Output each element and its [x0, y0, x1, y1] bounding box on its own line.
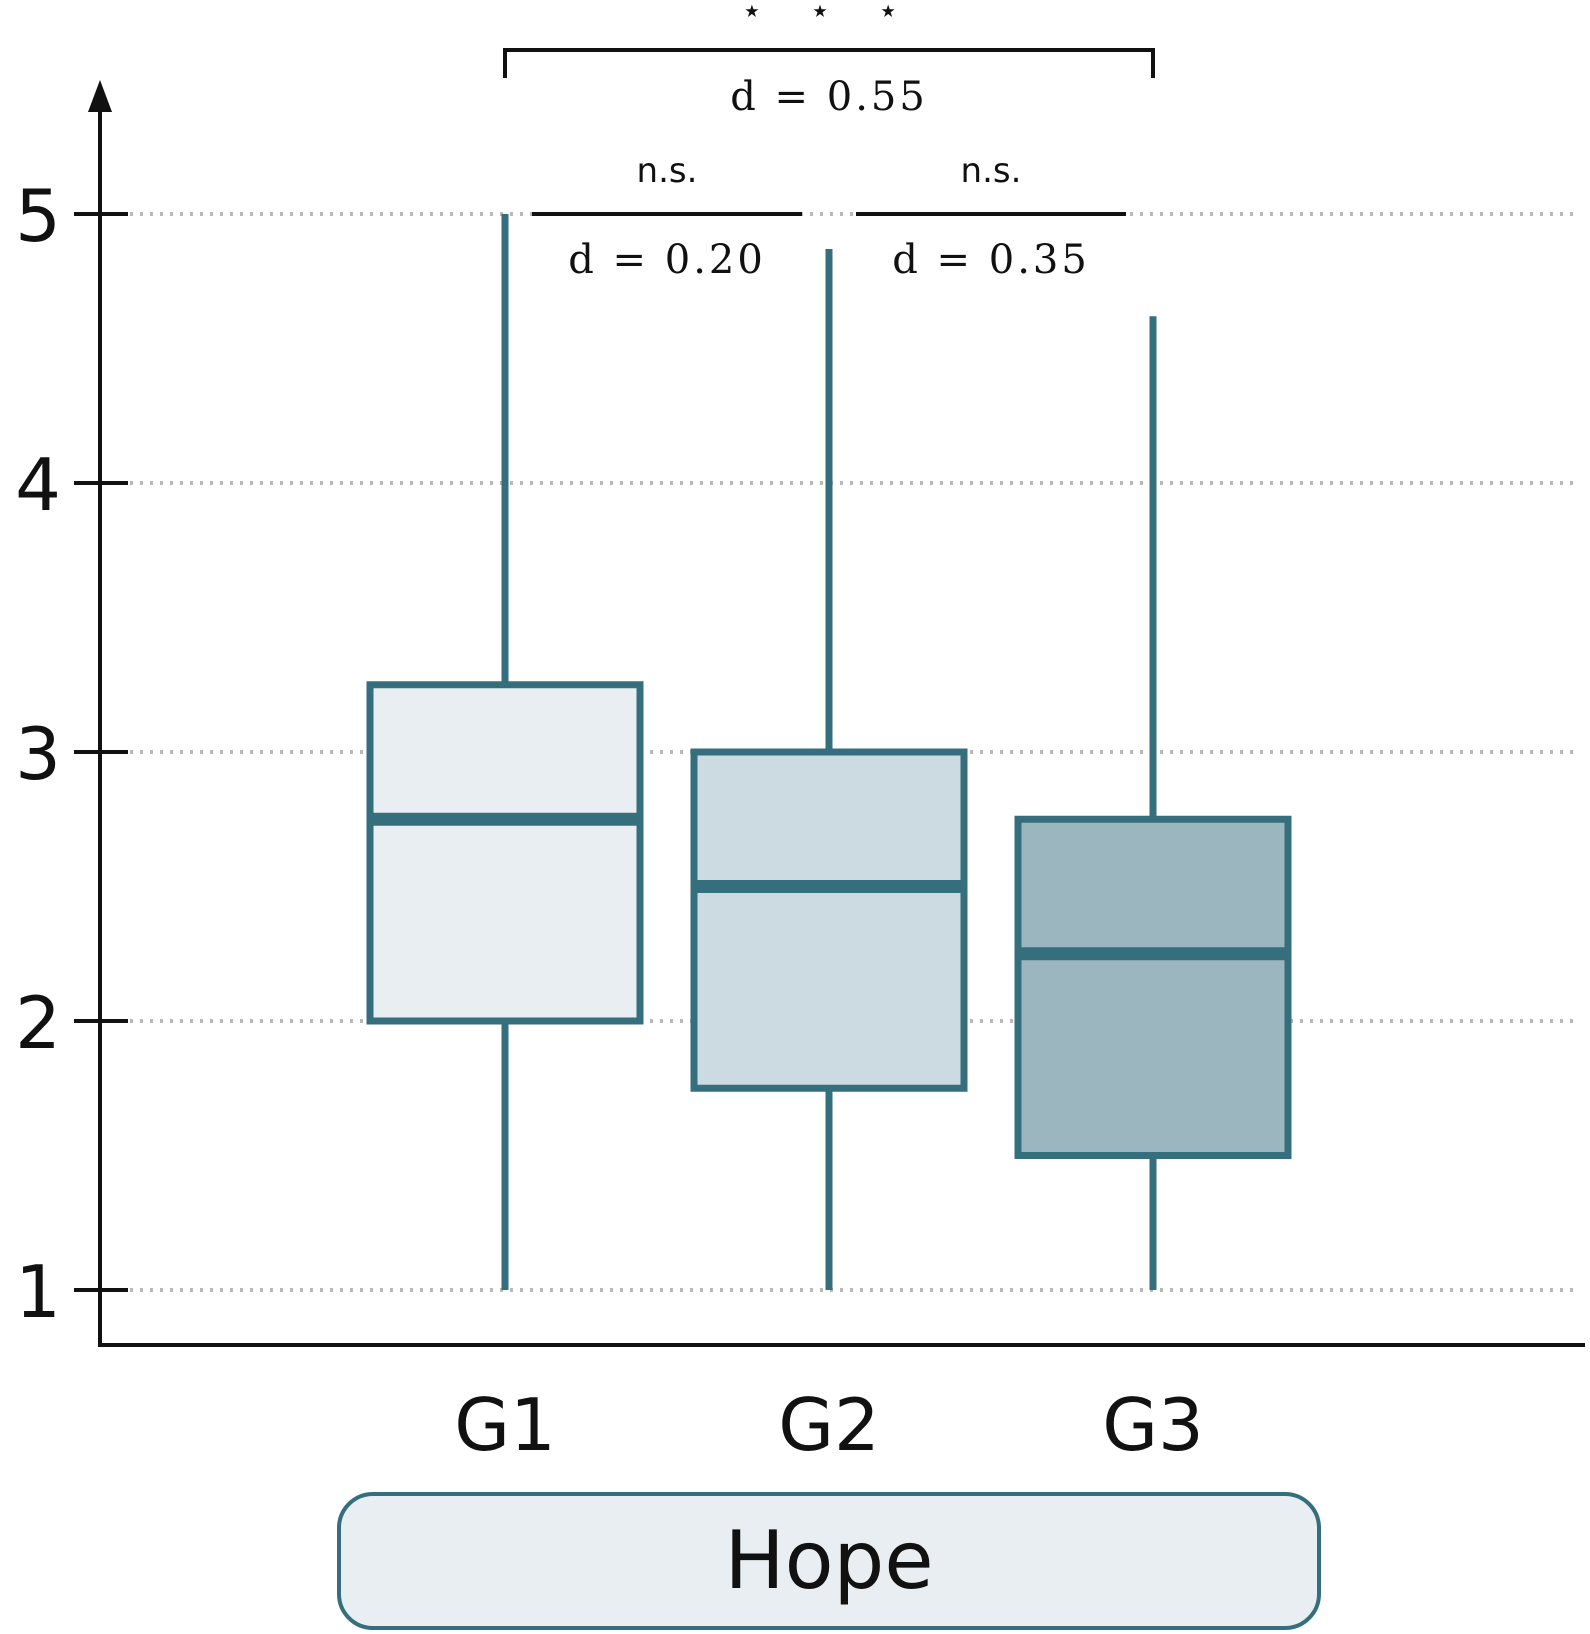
boxes	[366, 214, 1292, 1290]
box-G2	[690, 248, 968, 1290]
box-G1	[366, 214, 644, 1290]
ytick-label-3: 3	[15, 712, 61, 796]
xtick-label-G3: G3	[1102, 1383, 1204, 1467]
iqr-box-G3	[1014, 815, 1292, 1159]
significance-brackets: n.s. d = 0.20 n.s. d = 0.35 ⋆ ⋆ ⋆ d = 0.55	[503, 0, 1155, 283]
effect-size-g1-g2: d = 0.20	[568, 237, 766, 283]
box-G3	[1014, 316, 1292, 1290]
significance-g1-g2: n.s.	[637, 151, 698, 191]
significance-g1-g3: ⋆ ⋆ ⋆	[741, 0, 916, 31]
xtick-label-G2: G2	[778, 1383, 880, 1467]
ytick-label-4: 4	[15, 443, 61, 527]
iqr-box-G1	[366, 681, 644, 1025]
ytick-label-1: 1	[15, 1250, 61, 1334]
bracket-g1-g3	[503, 48, 1155, 78]
ytick-label-2: 2	[15, 981, 61, 1065]
y-axis-arrow	[88, 80, 112, 112]
x-axis-title-box	[337, 1492, 1321, 1630]
x-axis-title: Hope	[724, 1514, 933, 1607]
iqr-box-G2	[690, 748, 968, 1092]
effect-size-g1-g3: d = 0.55	[730, 74, 928, 120]
axis-labels: 1 2 3 4 5 G1 G2 G3 Hope	[15, 174, 1321, 1630]
xtick-label-G1: G1	[454, 1383, 556, 1467]
ytick-label-5: 5	[15, 174, 61, 258]
axes	[74, 80, 1585, 1347]
significance-g2-g3: n.s.	[961, 151, 1022, 191]
effect-size-g2-g3: d = 0.35	[892, 237, 1090, 283]
